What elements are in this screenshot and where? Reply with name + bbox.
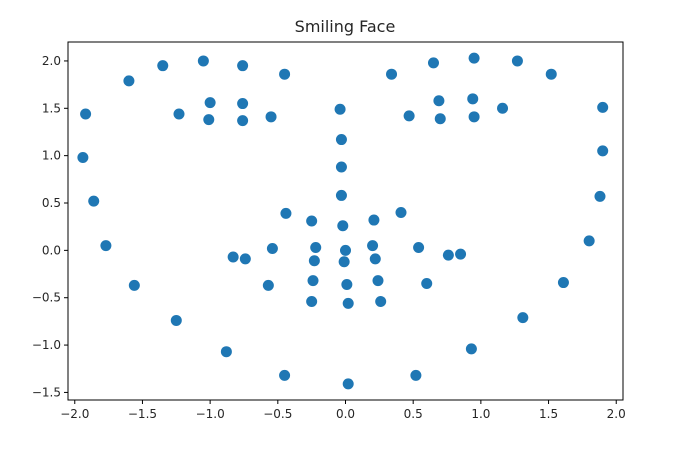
scatter-point [262,279,274,291]
scatter-point [468,111,480,123]
scatter-point [220,346,232,358]
y-tick-label: 2.0 [42,54,61,68]
scatter-point [123,75,135,87]
scatter-point [88,195,100,207]
x-tick-label: 0.5 [404,407,423,421]
scatter-point [237,60,249,72]
scatter-point [597,101,609,113]
scatter-point [511,55,523,67]
scatter-point [342,297,354,309]
scatter-point [307,275,319,287]
scatter-point [157,60,169,72]
x-tick-label: 2.0 [607,407,626,421]
scatter-point [517,312,529,324]
scatter-point [369,253,381,265]
scatter-point [335,189,347,201]
scatter-point [455,248,467,260]
scatter-point [337,220,349,232]
x-tick-label: −0.5 [263,407,292,421]
scatter-point [545,68,557,80]
scatter-point [197,55,209,67]
scatter-point [340,244,351,256]
scatter-point [342,378,354,390]
scatter-point [403,110,415,122]
scatter-point [306,215,318,227]
scatter-point [306,296,318,308]
scatter-point [372,275,384,287]
scatter-point [204,97,216,109]
scatter-point [433,95,445,107]
x-tick-label: 0.0 [336,407,355,421]
scatter-point [203,114,215,126]
scatter-point [128,279,140,291]
x-tick-label: 1.5 [539,407,558,421]
scatter-point [421,278,433,290]
scatter-point [341,278,353,290]
scatter-point [280,207,292,219]
scatter-point [597,145,609,157]
scatter-point [173,108,185,120]
y-tick-label: −0.5 [32,291,61,305]
scatter-point [465,343,477,355]
scatter-point [497,102,509,114]
x-tick-label: 1.0 [471,407,490,421]
x-tick-label: −2.0 [60,407,89,421]
scatter-point [427,57,439,69]
scatter-point [310,242,322,254]
y-tick-label: 0.5 [42,196,61,210]
x-tick-label: −1.0 [196,407,225,421]
scatter-point [368,214,380,226]
scatter-point [594,190,606,202]
scatter-point [237,115,249,127]
scatter-point [367,240,379,252]
scatter-point [334,103,346,115]
y-axis: −1.5 −1.0 −0.5 0.0 0.5 1.0 1.5 2.0 [32,54,68,399]
scatter-point [583,235,595,247]
scatter-point [335,161,347,173]
scatter-point [557,277,569,289]
x-axis: −2.0 −1.5 −1.0 −0.5 0.0 0.5 1.0 1.5 2.0 [60,400,626,421]
scatter-point [386,68,398,80]
scatter-point [413,242,425,254]
scatter-point [77,152,89,164]
chart-title: Smiling Face [295,17,396,36]
scatter-point [237,98,249,110]
y-tick-label: 0.0 [42,243,61,257]
scatter-point [266,242,278,254]
scatter-point [375,296,387,308]
scatter-point [170,314,182,326]
scatter-point [442,249,454,261]
scatter-point [265,111,277,123]
scatter-point [239,253,251,265]
scatter-point [308,255,320,267]
y-tick-label: −1.5 [32,385,61,399]
scatter-point [395,206,407,218]
scatter-point [80,108,92,120]
scatter-point [468,52,480,64]
y-tick-label: 1.0 [42,149,61,163]
y-tick-label: −1.0 [32,338,61,352]
x-tick-label: −1.5 [128,407,157,421]
y-tick-label: 1.5 [42,101,61,115]
scatter-point [100,240,112,252]
scatter-point [434,113,446,125]
data-points [77,52,609,390]
scatter-point [279,369,291,381]
scatter-point [338,256,350,268]
scatter-point [467,93,479,105]
scatter-point [227,251,239,263]
scatter-point [410,369,422,381]
scatter-point [279,68,291,80]
scatter-point [335,134,347,146]
